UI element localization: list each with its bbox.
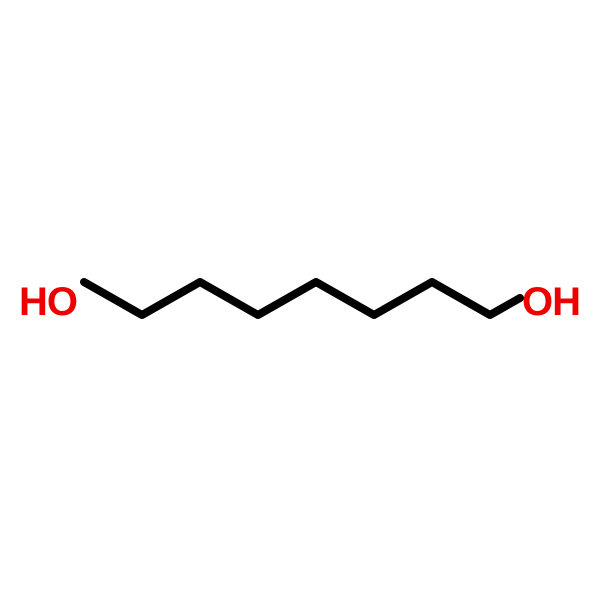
bond-skeleton <box>0 0 600 600</box>
hydroxyl-group-right: OH <box>522 280 580 325</box>
hydroxyl-group-left: HO <box>19 280 77 325</box>
chemical-structure-diagram: HO OH <box>0 0 600 600</box>
